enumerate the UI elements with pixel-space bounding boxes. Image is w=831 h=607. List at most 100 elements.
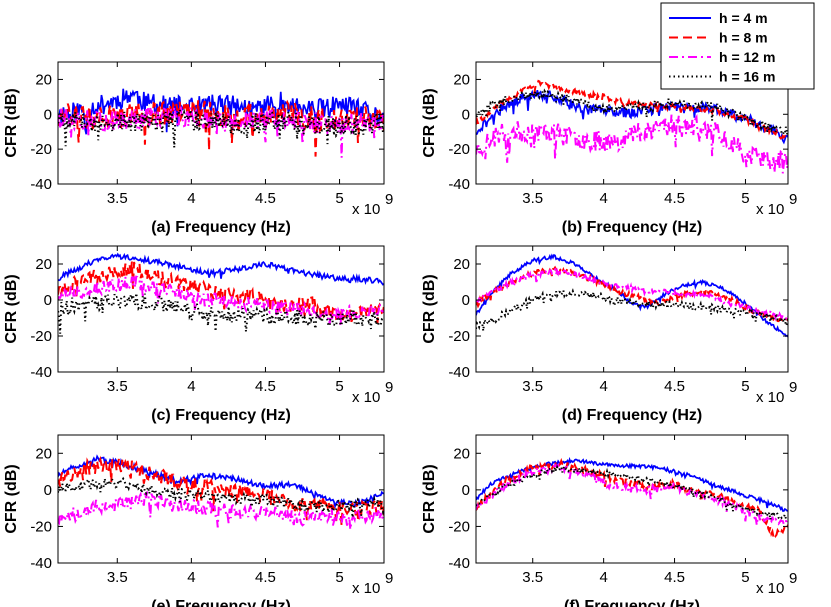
- x-tick-label: 5: [335, 569, 343, 586]
- x-tick-label: 4: [187, 378, 195, 395]
- y-axis-label: CFR (dB): [3, 274, 20, 343]
- x-multiplier-label: x 10: [756, 201, 784, 218]
- y-tick-label: -20: [30, 328, 52, 345]
- y-tick-label: 20: [453, 256, 470, 273]
- y-tick-label: -40: [448, 176, 470, 193]
- x-tick-label: 3.5: [107, 378, 128, 395]
- x-tick-label: 5: [741, 569, 749, 586]
- y-tick-label: -40: [448, 555, 470, 572]
- panel-caption: (b) Frequency (Hz): [562, 219, 702, 236]
- series-line-h-4m: [476, 89, 788, 145]
- y-tick-label: -40: [30, 364, 52, 381]
- x-multiplier-exponent: 9: [385, 379, 393, 396]
- x-tick-label: 4.5: [664, 190, 685, 207]
- legend: h = 4 m h = 8 m h = 12 m h = 16 m: [660, 2, 815, 90]
- series-line-h-12m: [58, 490, 384, 530]
- x-tick-label: 5: [335, 190, 343, 207]
- series-line-h-8m: [476, 79, 788, 141]
- y-axis-label: CFR (dB): [421, 274, 438, 343]
- y-tick-label: 20: [35, 445, 52, 462]
- y-tick-label: 20: [35, 256, 52, 273]
- chart-panel-a: 3.5 4 4.5 5 20 0 -20 -40 CFR (dB) x 10 9 (a) Freque…: [3, 61, 393, 236]
- y-tick-label: 20: [35, 71, 52, 88]
- x-multiplier-exponent: 9: [385, 570, 393, 587]
- x-multiplier-label: x 10: [756, 580, 784, 597]
- x-tick-label: 4.5: [664, 378, 685, 395]
- x-multiplier-label: x 10: [352, 580, 380, 597]
- y-tick-label: 0: [44, 482, 52, 499]
- axes-frame: [475, 245, 789, 373]
- series-line-h-16m: [58, 476, 384, 518]
- x-tick-label: 3.5: [522, 378, 543, 395]
- x-tick-label: 4: [187, 569, 195, 586]
- chart-panel-e: 3.5 4 4.5 5 20 0 -20 -40 CFR (dB) x 10 9 (e) Freque…: [3, 434, 393, 607]
- chart-panel-d: 3.5 4 4.5 5 20 0 -20 -40 CFR (dB) x 10 9 (d) Freque…: [421, 245, 797, 424]
- legend-label: h = 8 m: [719, 30, 768, 46]
- legend-label: h = 16 m: [719, 69, 775, 85]
- panel-caption: (a) Frequency (Hz): [151, 219, 291, 236]
- x-multiplier-label: x 10: [352, 201, 380, 218]
- x-tick-label: 4.5: [255, 190, 276, 207]
- x-multiplier-exponent: 9: [789, 379, 797, 396]
- x-tick-label: 3.5: [107, 569, 128, 586]
- y-tick-label: 20: [453, 71, 470, 88]
- y-tick-label: -20: [30, 141, 52, 158]
- chart-panel-c: 3.5 4 4.5 5 20 0 -20 -40 CFR (dB) x 10 9 (c) Freque…: [3, 245, 393, 424]
- y-tick-label: 0: [462, 292, 470, 309]
- panel-caption: (e) Frequency (Hz): [151, 598, 291, 607]
- y-tick-label: 0: [462, 106, 470, 123]
- y-tick-label: 0: [44, 106, 52, 123]
- x-multiplier-label: x 10: [756, 389, 784, 406]
- legend-label: h = 12 m: [719, 49, 775, 65]
- axes-frame: [57, 434, 385, 564]
- legend-label: h = 4 m: [719, 10, 768, 26]
- series-line-h-8m: [58, 261, 384, 324]
- y-tick-label: 0: [44, 292, 52, 309]
- series-line-h-4m: [58, 252, 384, 286]
- y-tick-label: -20: [448, 518, 470, 535]
- series-line-h-4m: [58, 88, 384, 135]
- panel-caption: (f) Frequency (Hz): [564, 598, 700, 607]
- chart-panel-f: 3.5 4 4.5 5 20 0 -20 -40 CFR (dB) x 10 9 (f) Freque…: [421, 434, 797, 607]
- y-tick-label: -40: [30, 555, 52, 572]
- x-tick-label: 4.5: [255, 378, 276, 395]
- axes-frame: [475, 61, 789, 185]
- series-line-h-12m: [476, 265, 788, 323]
- x-tick-label: 3.5: [522, 190, 543, 207]
- series-line-h-16m: [476, 464, 788, 522]
- y-tick-label: -40: [448, 364, 470, 381]
- series-line-h-12m: [476, 463, 788, 528]
- axes-frame: [57, 61, 385, 185]
- x-tick-label: 5: [335, 378, 343, 395]
- x-tick-label: 5: [741, 190, 749, 207]
- chart-panel-b: 3.5 4 4.5 5 20 0 -20 -40 CFR (dB) x 10 9 (b) Freque…: [421, 61, 797, 236]
- axes-frame: [475, 434, 789, 564]
- series-line-h-8m: [476, 457, 788, 541]
- y-tick-label: -20: [448, 141, 470, 158]
- x-tick-label: 4.5: [255, 569, 276, 586]
- y-tick-label: -20: [30, 518, 52, 535]
- x-tick-label: 4: [599, 569, 607, 586]
- series-line-h-12m: [58, 106, 384, 158]
- axes-frame: [57, 245, 385, 373]
- x-tick-label: 5: [741, 378, 749, 395]
- y-axis-label: CFR (dB): [421, 464, 438, 533]
- x-multiplier-label: x 10: [352, 389, 380, 406]
- y-tick-label: 20: [453, 445, 470, 462]
- x-multiplier-exponent: 9: [789, 191, 797, 208]
- panel-caption: (c) Frequency (Hz): [151, 407, 291, 424]
- y-tick-label: -20: [448, 328, 470, 345]
- series-line-h-8m: [476, 265, 788, 323]
- x-multiplier-exponent: 9: [385, 191, 393, 208]
- y-axis-label: CFR (dB): [3, 464, 20, 533]
- y-axis-label: CFR (dB): [3, 88, 20, 157]
- series-line-h-12m: [476, 114, 788, 174]
- x-tick-label: 4.5: [664, 569, 685, 586]
- x-tick-label: 3.5: [522, 569, 543, 586]
- y-axis-label: CFR (dB): [421, 88, 438, 157]
- x-tick-label: 4: [599, 190, 607, 207]
- panel-caption: (d) Frequency (Hz): [562, 407, 702, 424]
- x-tick-label: 3.5: [107, 190, 128, 207]
- y-tick-label: -40: [30, 176, 52, 193]
